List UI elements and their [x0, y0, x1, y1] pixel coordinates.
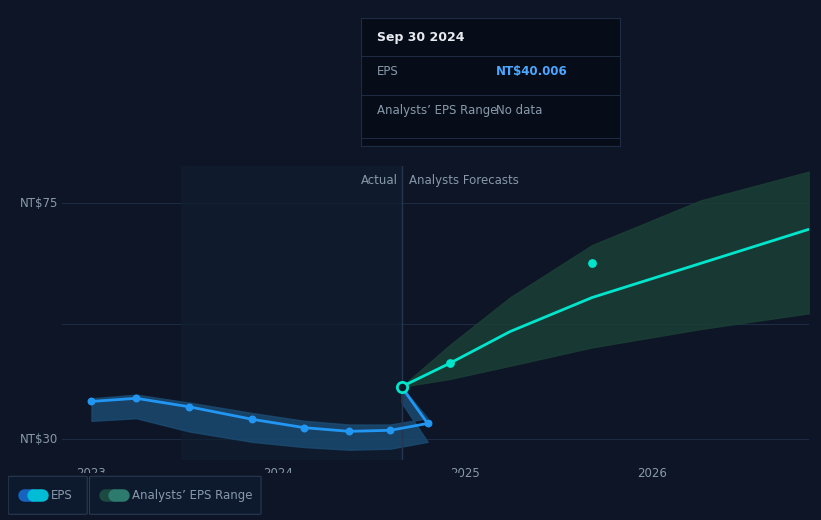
- Bar: [181, 166, 401, 460]
- FancyBboxPatch shape: [8, 476, 87, 514]
- Text: EPS: EPS: [51, 489, 73, 502]
- Text: No data: No data: [496, 103, 542, 116]
- Point: [395, 383, 408, 391]
- Point: [85, 397, 98, 406]
- FancyBboxPatch shape: [89, 476, 261, 514]
- Text: NT$75: NT$75: [20, 197, 57, 210]
- Point: [342, 427, 355, 436]
- Text: NT$40.006: NT$40.006: [496, 66, 567, 79]
- Point: [585, 259, 599, 268]
- Text: Analysts’ EPS Range: Analysts’ EPS Range: [132, 489, 253, 502]
- Text: EPS: EPS: [377, 66, 398, 79]
- Point: [130, 394, 143, 402]
- Point: [443, 359, 456, 367]
- Text: Actual: Actual: [360, 174, 397, 187]
- Text: Sep 30 2024: Sep 30 2024: [377, 31, 464, 44]
- Point: [245, 415, 259, 423]
- Point: [383, 426, 397, 434]
- Point: [182, 402, 195, 411]
- Text: Analysts’ EPS Range: Analysts’ EPS Range: [377, 103, 498, 116]
- Point: [298, 423, 311, 432]
- Text: Analysts Forecasts: Analysts Forecasts: [409, 174, 519, 187]
- Point: [421, 419, 434, 427]
- Text: NT$30: NT$30: [20, 433, 57, 446]
